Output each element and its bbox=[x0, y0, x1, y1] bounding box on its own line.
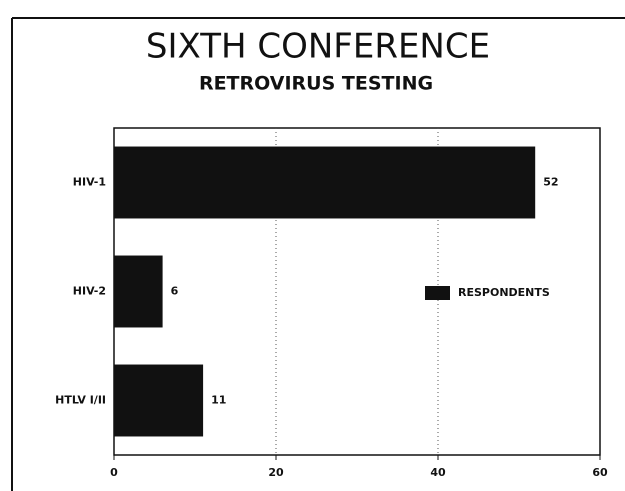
y-tick-label: HIV-1 bbox=[73, 176, 106, 189]
value-label: 6 bbox=[171, 285, 179, 298]
x-tick-label: 60 bbox=[592, 466, 608, 479]
x-tick-label: 20 bbox=[268, 466, 284, 479]
y-tick-label: HIV-2 bbox=[73, 285, 106, 298]
bar bbox=[114, 146, 536, 219]
legend-label: RESPONDENTS bbox=[458, 286, 550, 299]
x-tick-label: 0 bbox=[110, 466, 118, 479]
bar bbox=[114, 364, 204, 437]
value-label: 52 bbox=[543, 176, 558, 189]
legend-swatch bbox=[425, 286, 450, 300]
bar bbox=[114, 255, 163, 328]
chart-title: SIXTH CONFERENCE bbox=[146, 27, 490, 67]
value-label: 11 bbox=[211, 394, 226, 407]
y-tick-label: HTLV I/II bbox=[55, 394, 106, 407]
x-tick-label: 40 bbox=[430, 466, 446, 479]
chart-subtitle: RETROVIRUS TESTING bbox=[199, 73, 433, 95]
